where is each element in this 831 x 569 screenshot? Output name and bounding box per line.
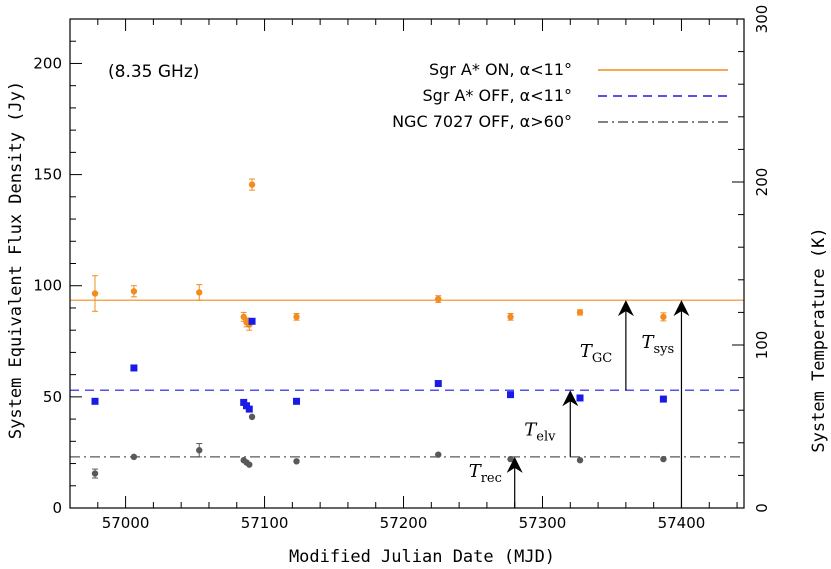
annot-subscript: elv — [536, 430, 556, 445]
frequency-label: (8.35 GHz) — [108, 62, 199, 82]
x-tick-label: 57100 — [241, 514, 289, 532]
data-point-s2 — [91, 470, 99, 477]
y2-tick-label: 0 — [753, 503, 771, 513]
level-lines — [70, 299, 744, 458]
x-tick-label: 57200 — [380, 514, 428, 532]
x-tick-label: 57400 — [658, 514, 706, 532]
x-tick-label: 57000 — [102, 514, 150, 532]
annot-label-sys: Tsys — [641, 332, 674, 357]
data-point-s2 — [507, 455, 514, 463]
annot-arrowhead-elv — [562, 390, 579, 407]
annot-arrowhead-rec — [506, 456, 523, 473]
data-point-s0 — [130, 288, 138, 295]
y-tick-label: 100 — [33, 277, 62, 295]
annot-subscript: GC — [592, 351, 612, 366]
annot-symbol: T — [524, 420, 538, 441]
data-point-s0 — [240, 313, 247, 321]
data-point-s1 — [576, 394, 584, 402]
data-point-s1 — [434, 380, 442, 388]
annot-symbol: T — [641, 332, 655, 353]
data-point-s0 — [435, 295, 442, 303]
axes: 57000 57100 57200 57300 57400 0 50 100 150 200 0 10… — [33, 5, 771, 532]
data-point-s2 — [246, 461, 253, 468]
y-tick-label: 200 — [33, 54, 62, 72]
data-point-s1 — [245, 405, 253, 413]
data-point-s0 — [248, 181, 256, 188]
data-point-s2 — [660, 455, 667, 463]
y-tick-label: 150 — [33, 166, 62, 184]
data-point-s2 — [130, 453, 138, 461]
annot-subscript: sys — [653, 342, 674, 357]
y2-tick-label: 300 — [753, 5, 771, 34]
data-point-s0 — [660, 313, 667, 321]
data-point-s0 — [196, 289, 203, 296]
data-point-s0 — [507, 313, 514, 321]
data-point-s1 — [507, 391, 515, 399]
y-tick-label: 50 — [43, 388, 62, 406]
legend-label-1: Sgr A* OFF, α<11° — [423, 86, 573, 105]
legend-label-2: NGC 7027 OFF, α>60° — [392, 112, 572, 131]
y2-tick-label: 200 — [753, 168, 771, 197]
data-point-s2 — [248, 413, 256, 421]
data-point-s2 — [576, 457, 584, 464]
data-point-s2 — [435, 451, 442, 458]
plot-frame — [69, 18, 745, 509]
data-point-s1 — [293, 397, 301, 405]
data-point-s1 — [130, 364, 138, 372]
annot-label-rec: Trec — [469, 461, 502, 486]
data-point-s0 — [91, 290, 99, 297]
y2-tick-label: 100 — [753, 331, 771, 360]
data-points — [91, 178, 667, 479]
annot-arrowhead-sys — [673, 300, 690, 317]
legend-label-0: Sgr A* ON, α<11° — [429, 60, 572, 79]
annot-label-GC: TGC — [580, 341, 612, 366]
x-axis-title: Modified Julian Date (MJD) — [289, 547, 555, 567]
data-point-s2 — [196, 447, 203, 454]
y-tick-label: 0 — [52, 499, 62, 517]
data-point-s0 — [576, 309, 584, 316]
x-tick-label: 57300 — [519, 514, 567, 532]
data-point-s2 — [293, 458, 300, 465]
y-axis-title: System Equivalent Flux Density (Jy) — [6, 81, 26, 439]
annot-symbol: T — [580, 341, 594, 362]
data-point-s1 — [91, 397, 99, 405]
annot-label-elv: Telv — [524, 420, 556, 445]
annot-symbol: T — [469, 461, 483, 482]
legend: Sgr A* ON, α<11° Sgr A* OFF, α<11° NGC 702… — [392, 60, 728, 131]
annot-subscript: rec — [481, 471, 502, 486]
y2-axis-title: System Temperature (K) — [809, 227, 829, 452]
data-point-s1 — [659, 395, 667, 403]
data-point-s0 — [293, 313, 300, 321]
annot-arrowhead-GC — [617, 300, 634, 317]
data-point-s1 — [248, 317, 256, 325]
